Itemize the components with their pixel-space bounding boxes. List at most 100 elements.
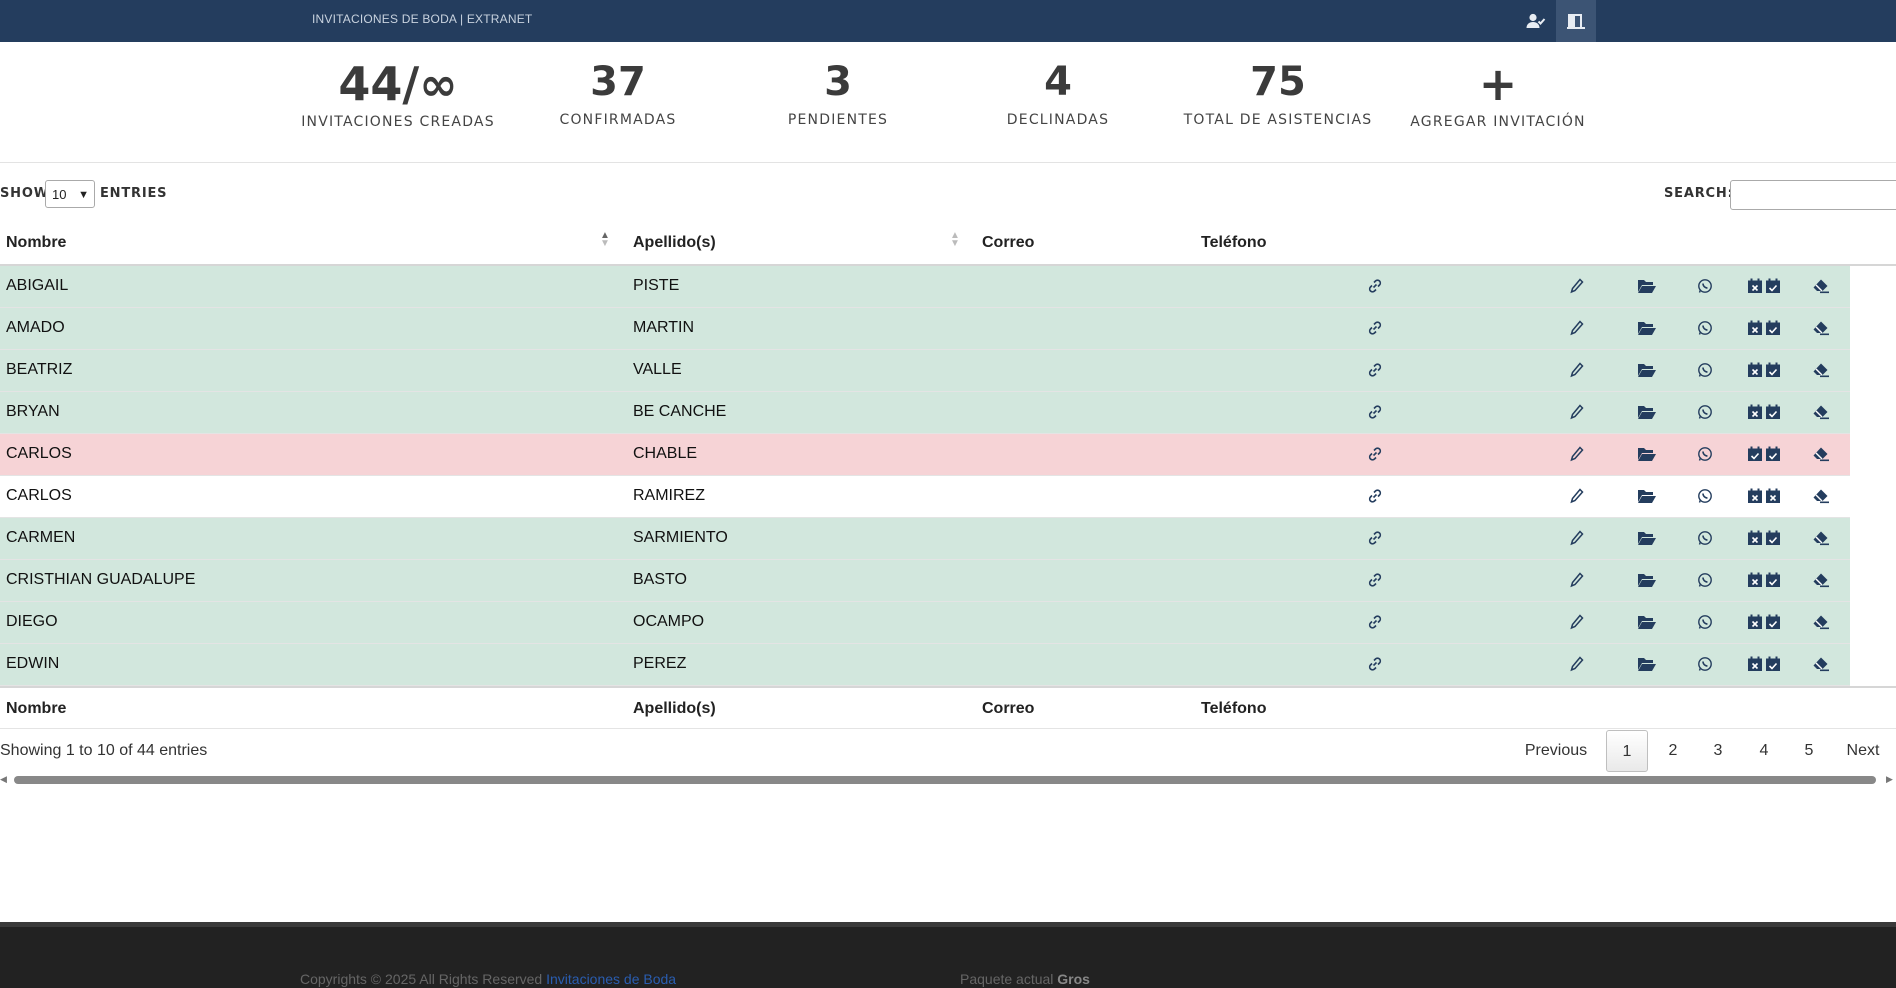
scroll-left-icon[interactable]: ◀ [0,774,7,784]
cell-nombre: AMADO [6,319,65,336]
calendar-check-icon[interactable] [1762,276,1784,296]
column-header-apellido[interactable]: Apellido(s) [633,234,716,251]
add-invitation-button[interactable]: + AGREGAR INVITACIÓN [1388,42,1608,130]
stat-declinadas[interactable]: 4 DECLINADAS [948,42,1168,128]
eraser-icon[interactable] [1810,528,1832,548]
link-icon[interactable] [1364,360,1386,380]
calendar-check-icon[interactable] [1762,360,1784,380]
eraser-icon[interactable] [1810,276,1832,296]
calendar-x-icon[interactable] [1744,612,1766,632]
calendar-check-icon[interactable] [1762,570,1784,590]
pagination-previous[interactable]: Previous [1524,742,1588,759]
stat-pendientes[interactable]: 3 PENDIENTES [728,42,948,128]
link-icon[interactable] [1364,570,1386,590]
door-exit-icon[interactable] [1556,0,1596,42]
pagination-page-2[interactable]: 2 [1668,742,1678,759]
calendar-x-icon[interactable] [1744,360,1766,380]
calendar-check-icon[interactable] [1762,444,1784,464]
pencil-icon[interactable] [1566,528,1588,548]
link-icon[interactable] [1364,654,1386,674]
link-icon[interactable] [1364,402,1386,422]
folder-open-icon[interactable] [1636,402,1658,422]
folder-open-icon[interactable] [1636,528,1658,548]
calendar-check-icon[interactable] [1744,444,1766,464]
calendar-x-icon[interactable] [1744,486,1766,506]
eraser-icon[interactable] [1810,360,1832,380]
pencil-icon[interactable] [1566,654,1588,674]
whatsapp-icon[interactable] [1694,654,1716,674]
brand-title[interactable]: INVITACIONES DE BODA | EXTRANET [312,12,533,26]
pencil-icon[interactable] [1566,402,1588,422]
link-icon[interactable] [1364,528,1386,548]
eraser-icon[interactable] [1810,444,1832,464]
pagination-page-1[interactable]: 1 [1606,730,1648,772]
folder-open-icon[interactable] [1636,654,1658,674]
eraser-icon[interactable] [1810,318,1832,338]
eraser-icon[interactable] [1810,612,1832,632]
whatsapp-icon[interactable] [1694,276,1716,296]
calendar-x-icon[interactable] [1744,570,1766,590]
calendar-x-icon[interactable] [1744,402,1766,422]
link-icon[interactable] [1364,444,1386,464]
calendar-x-icon[interactable] [1744,654,1766,674]
folder-open-icon[interactable] [1636,612,1658,632]
pencil-icon[interactable] [1566,360,1588,380]
horizontal-scrollbar[interactable]: ◀ ▶ [0,774,1896,786]
calendar-check-icon[interactable] [1762,402,1784,422]
folder-open-icon[interactable] [1636,360,1658,380]
search-input[interactable] [1730,180,1896,210]
folder-open-icon[interactable] [1636,486,1658,506]
stat-confirmadas[interactable]: 37 CONFIRMADAS [508,42,728,128]
table-row: DIEGO OCAMPO [0,602,1850,644]
pagination-next[interactable]: Next [1846,742,1880,759]
entries-length-value: 10 [52,187,67,202]
pencil-icon[interactable] [1566,486,1588,506]
calendar-x-icon[interactable] [1744,528,1766,548]
sort-both-icon[interactable]: ▲ ▼ [950,230,960,249]
pencil-icon[interactable] [1566,444,1588,464]
calendar-check-icon[interactable] [1762,318,1784,338]
whatsapp-icon[interactable] [1694,570,1716,590]
stat-total-asistencias[interactable]: 75 TOTAL DE ASISTENCIAS [1168,42,1388,128]
pagination-page-5[interactable]: 5 [1804,742,1814,759]
folder-open-icon[interactable] [1636,318,1658,338]
folder-open-icon[interactable] [1636,444,1658,464]
calendar-x-icon[interactable] [1744,318,1766,338]
link-icon[interactable] [1364,276,1386,296]
entries-length-select[interactable]: 10 ▼ [45,180,95,208]
scrollbar-thumb[interactable] [14,776,1876,784]
eraser-icon[interactable] [1810,486,1832,506]
pencil-icon[interactable] [1566,570,1588,590]
whatsapp-icon[interactable] [1694,444,1716,464]
calendar-check-icon[interactable] [1762,528,1784,548]
whatsapp-icon[interactable] [1694,528,1716,548]
pencil-icon[interactable] [1566,612,1588,632]
eraser-icon[interactable] [1810,654,1832,674]
copyright-link[interactable]: Invitaciones de Boda [546,971,677,987]
sort-asc-icon[interactable]: ▲ ▼ [600,230,610,249]
pagination-page-3[interactable]: 3 [1713,742,1723,759]
calendar-x-icon[interactable] [1762,486,1784,506]
eraser-icon[interactable] [1810,402,1832,422]
folder-open-icon[interactable] [1636,276,1658,296]
link-icon[interactable] [1364,318,1386,338]
folder-open-icon[interactable] [1636,570,1658,590]
pagination-page-4[interactable]: 4 [1759,742,1769,759]
whatsapp-icon[interactable] [1694,318,1716,338]
cell-apellido: OCAMPO [633,613,705,630]
whatsapp-icon[interactable] [1694,612,1716,632]
eraser-icon[interactable] [1810,570,1832,590]
scroll-right-icon[interactable]: ▶ [1886,774,1893,784]
user-check-icon[interactable] [1516,0,1556,42]
column-header-nombre[interactable]: Nombre [6,234,67,251]
link-icon[interactable] [1364,612,1386,632]
whatsapp-icon[interactable] [1694,360,1716,380]
whatsapp-icon[interactable] [1694,402,1716,422]
link-icon[interactable] [1364,486,1386,506]
calendar-check-icon[interactable] [1762,612,1784,632]
calendar-x-icon[interactable] [1744,276,1766,296]
pencil-icon[interactable] [1566,276,1588,296]
pencil-icon[interactable] [1566,318,1588,338]
calendar-check-icon[interactable] [1762,654,1784,674]
whatsapp-icon[interactable] [1694,486,1716,506]
